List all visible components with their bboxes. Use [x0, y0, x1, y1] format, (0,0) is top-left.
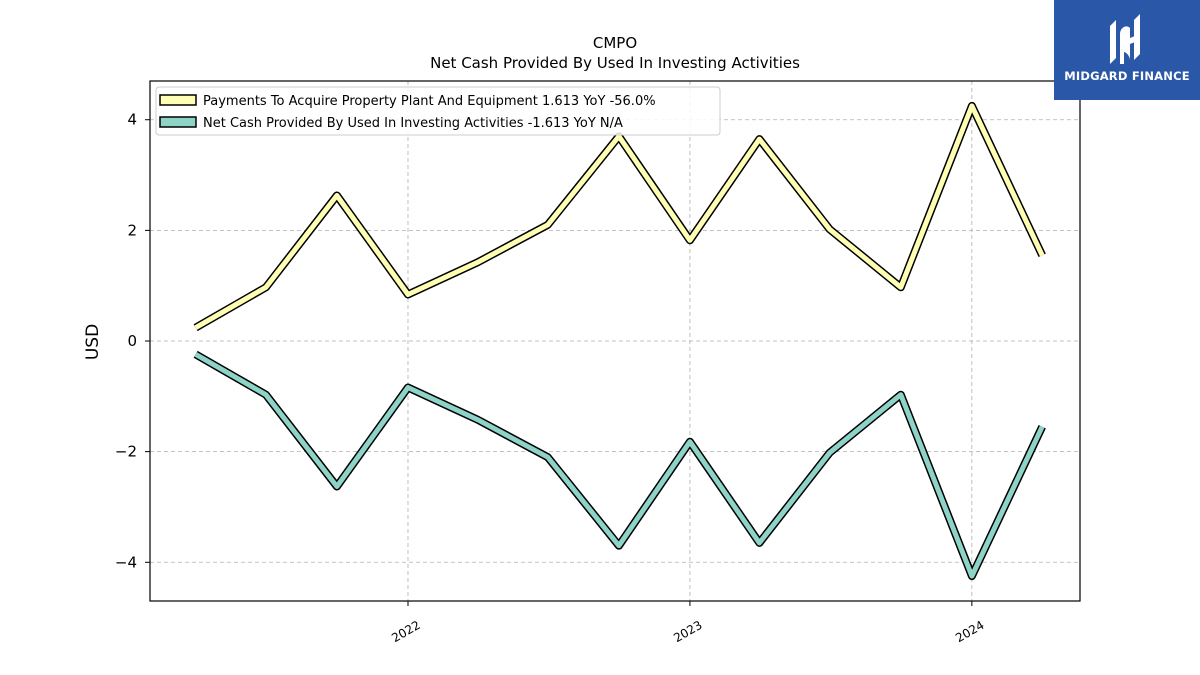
x-tick-label: 2023: [671, 618, 704, 645]
legend-swatch-0: [159, 94, 197, 106]
series-line-1: [194, 352, 1045, 579]
y-tick-label: −2: [115, 443, 137, 461]
legend-label-0: Payments To Acquire Property Plant And E…: [203, 94, 656, 109]
chart-subtitle: Net Cash Provided By Used In Investing A…: [430, 54, 800, 72]
y-axis-label: USD: [83, 324, 103, 360]
legend-swatch-1: [159, 116, 197, 128]
x-tick-label: 2022: [389, 618, 422, 645]
y-tick-label: 4: [127, 111, 137, 129]
y-tick-label: −4: [115, 553, 137, 571]
logo: MIDGARD FINANCE: [1054, 0, 1200, 100]
y-tick-label: 0: [127, 332, 137, 350]
series-line-0: [194, 103, 1045, 330]
legend-label-1: Net Cash Provided By Used In Investing A…: [203, 116, 623, 131]
x-tick-label: 2024: [953, 618, 986, 645]
y-tick-label: 2: [127, 221, 137, 239]
logo-text: MIDGARD FINANCE: [1064, 69, 1190, 83]
legend: Payments To Acquire Property Plant And E…: [155, 86, 721, 136]
midgard-logo-icon: [1110, 14, 1140, 64]
legend-box: [155, 86, 721, 136]
chart-title: CMPO: [593, 34, 637, 52]
